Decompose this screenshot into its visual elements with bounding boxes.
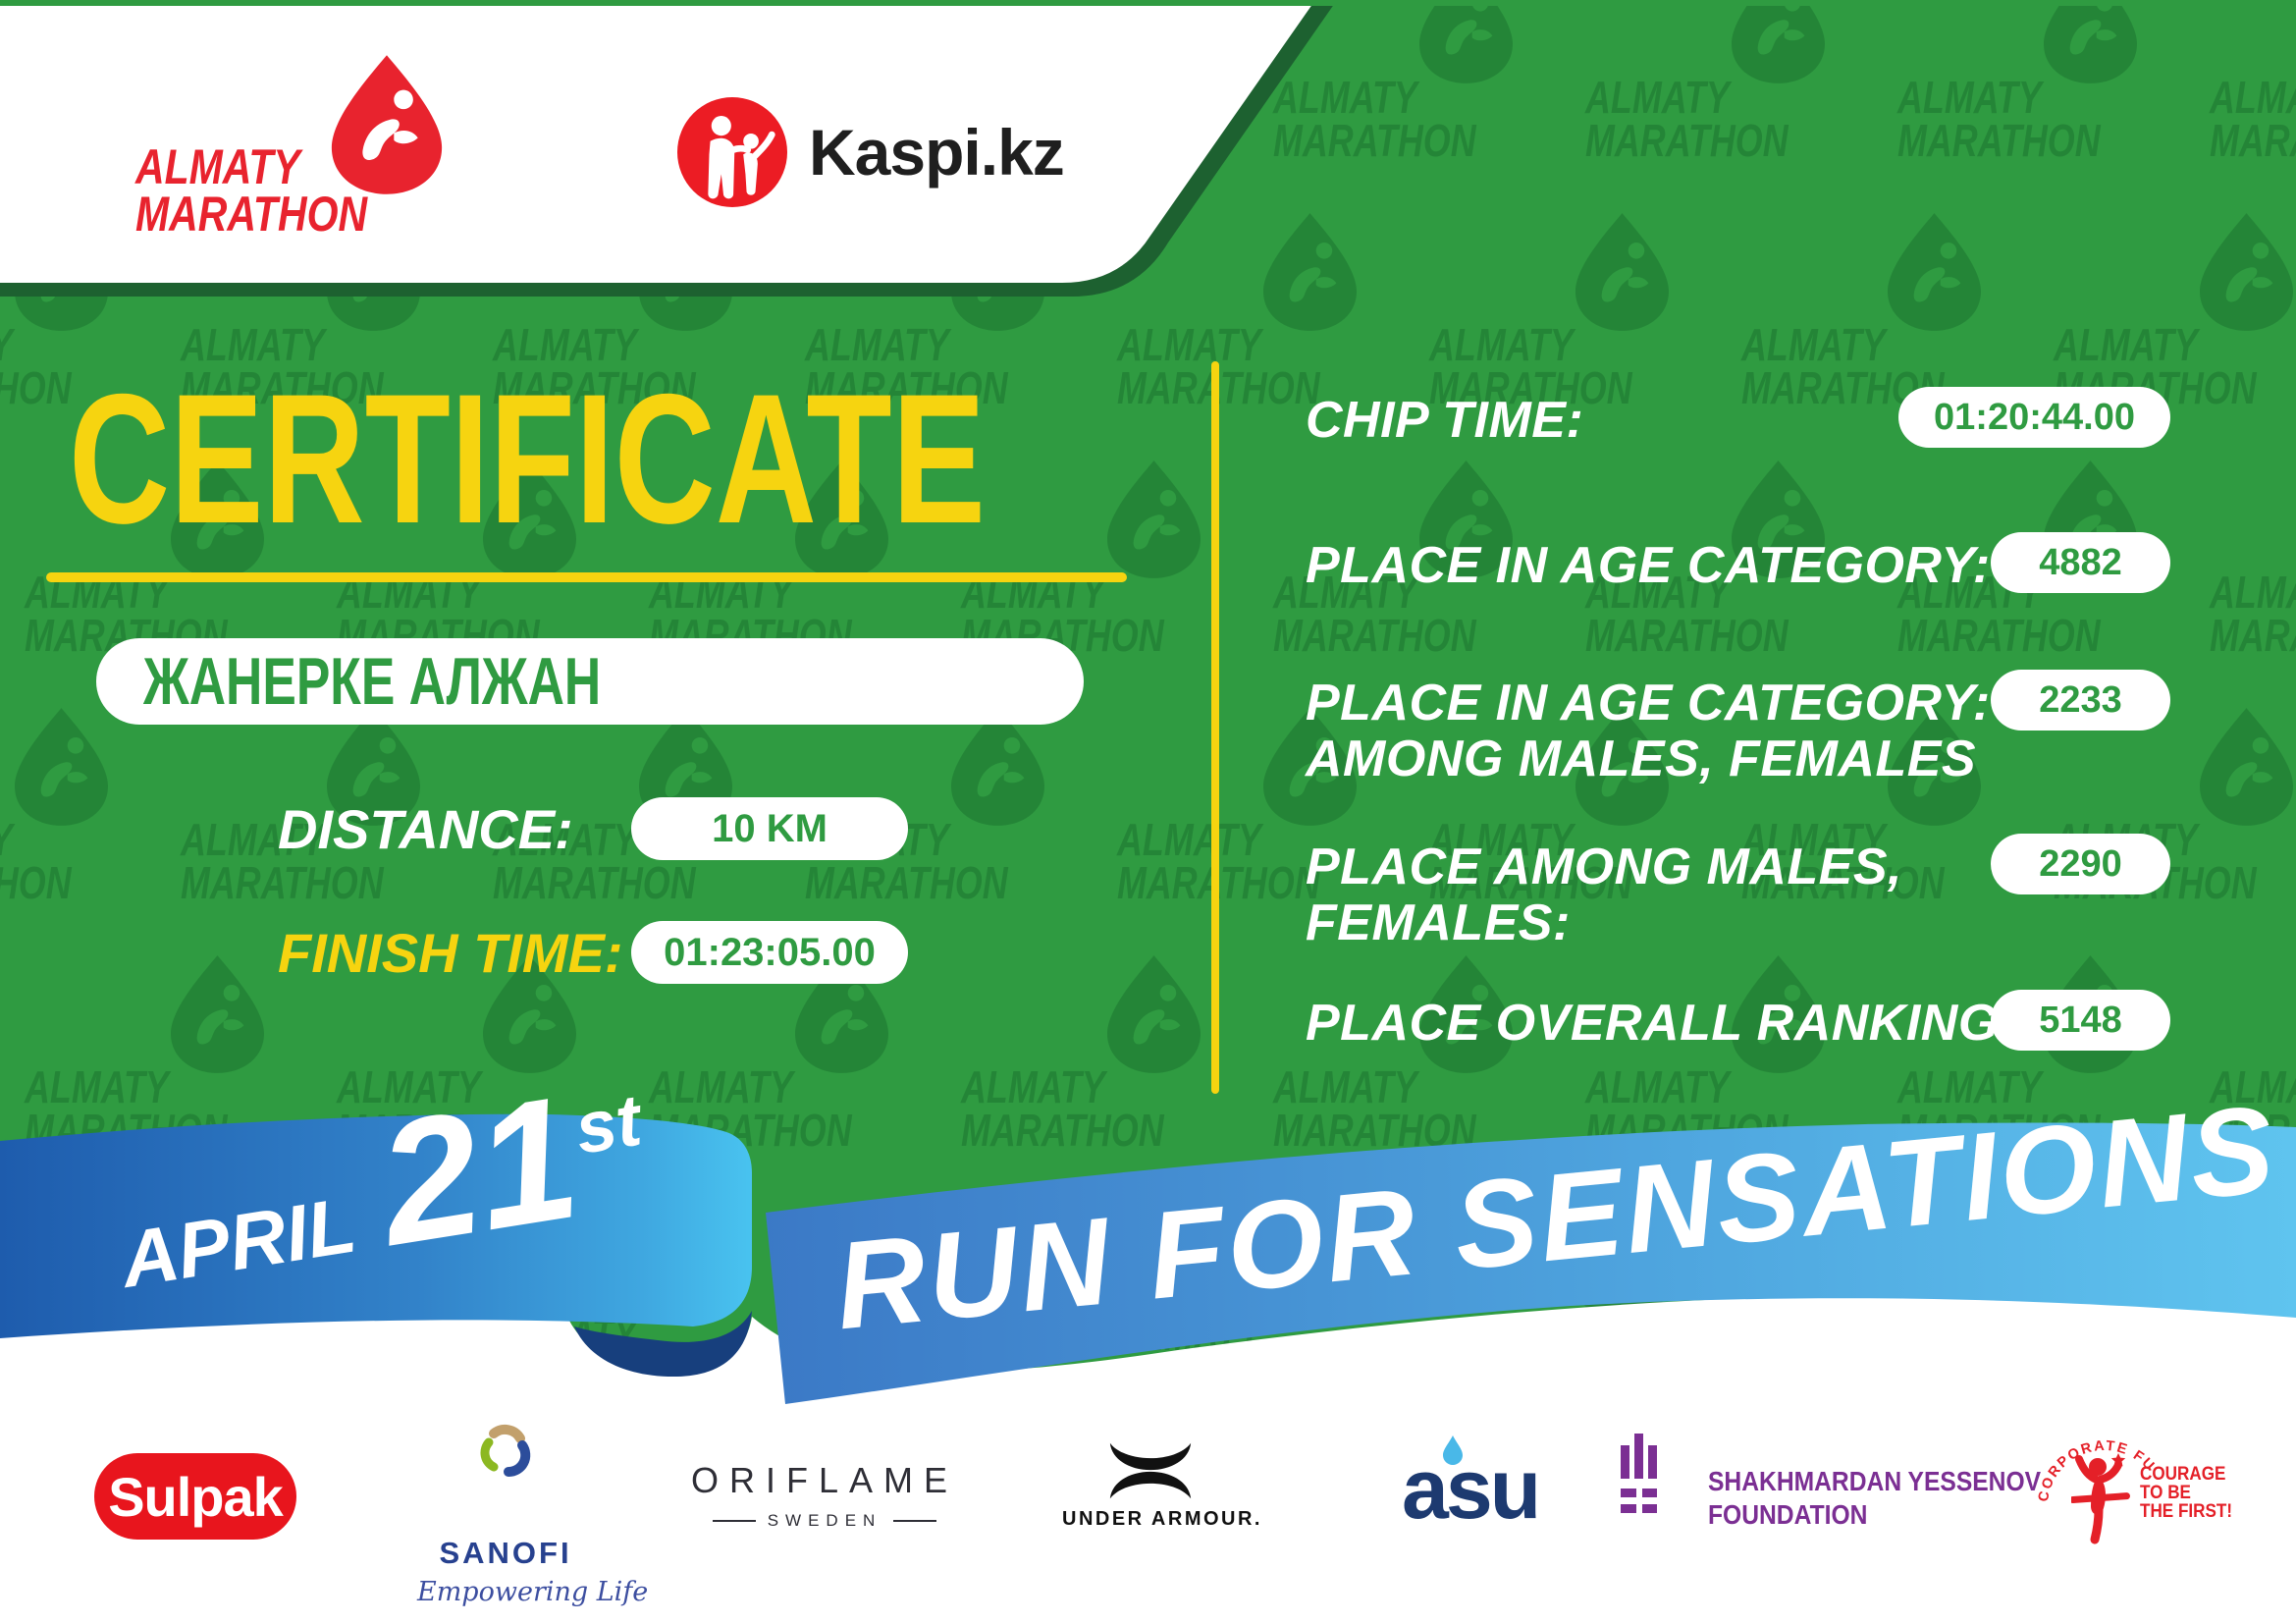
gender-place-pill: 2290 <box>1991 834 2170 894</box>
finish-time-value: 01:23:05.00 <box>664 930 876 974</box>
finish-time-label: FINISH TIME: <box>278 921 623 984</box>
age-category-gender-label: PLACE IN AGE CATEGORY: <box>1306 675 1991 731</box>
header-shape <box>0 0 1337 297</box>
oriflame-sub: SWEDEN <box>687 1511 962 1531</box>
finish-time-row: FINISH TIME: <box>278 921 623 984</box>
age-category-label: PLACE IN AGE CATEGORY: <box>1306 537 1991 594</box>
gender-place-value: 2290 <box>2039 842 2122 885</box>
yessenov-bars-icon <box>1621 1434 1657 1513</box>
age-category-pill: 4882 <box>1991 532 2170 593</box>
distance-value-pill: 10 KM <box>631 797 908 860</box>
yessenov-foundation-logo: SHAKHMARDAN YESSENOV FOUNDATION <box>1621 1434 2170 1530</box>
almaty-line: ALMATY <box>135 139 300 194</box>
courage-line2: TO BE <box>2140 1483 2191 1503</box>
date-day: 21 <box>366 1058 590 1282</box>
runner-name: ЖАНЕРКЕ АЛЖАН <box>143 644 602 719</box>
ribbon-left <box>0 1113 752 1338</box>
finish-time-value-pill: 01:23:05.00 <box>631 921 908 984</box>
asu-droplet-icon <box>1443 1435 1463 1465</box>
overall-ranking-label: PLACE OVERALL RANKING: <box>1306 995 2016 1052</box>
chip-time-pill: 01:20:44.00 <box>1898 387 2170 448</box>
sanofi-wordmark: SANOFI <box>439 1536 572 1570</box>
sanofi-logo: SANOFI Empowering Life <box>417 1422 649 1607</box>
courage-runner-icon <box>2071 1453 2130 1544</box>
overall-ranking-pill: 5148 <box>1991 990 2170 1051</box>
result-row-age-category-gender: PLACE IN AGE CATEGORY: AMONG MALES, FEMA… <box>1306 670 2170 787</box>
gender-place-label2: FEMALES: <box>1306 894 1571 951</box>
under-armour-icon <box>1109 1442 1192 1499</box>
overall-ranking-value: 5148 <box>2039 999 2122 1041</box>
page-title: CERTIFICATE <box>69 355 986 562</box>
kaspi-wordmark: Kaspi.kz <box>809 116 1065 189</box>
sulpak-wordmark: Sulpak <box>108 1465 284 1528</box>
courage-slogan: COURAGE TO BE THE FIRST! <box>2140 1465 2232 1521</box>
result-row-gender: PLACE AMONG MALES, FEMALES: 2290 <box>1306 834 2170 951</box>
almaty-marathon-drop-icon <box>331 55 443 194</box>
yessenov-line2: FOUNDATION <box>1708 1499 1868 1530</box>
courage-line1: COURAGE <box>2140 1464 2226 1485</box>
vertical-divider <box>1211 361 1219 1094</box>
age-category-gender-value: 2233 <box>2039 678 2122 721</box>
result-row-overall: PLACE OVERALL RANKING: 5148 <box>1306 990 2170 1052</box>
oriflame-logo: ORIFLAME SWEDEN <box>687 1460 962 1531</box>
title-underline <box>46 572 1127 582</box>
oriflame-wordmark: ORIFLAME <box>690 1460 959 1500</box>
age-category-gender-label2: AMONG MALES, FEMALES <box>1306 731 1977 787</box>
chip-time-value: 01:20:44.00 <box>1934 396 2135 438</box>
oriflame-rule-left <box>712 1520 756 1522</box>
asu-logo: asu <box>1402 1435 1541 1563</box>
kaspi-logo: Kaspi.kz <box>677 93 1065 211</box>
kaspi-icon <box>677 97 787 207</box>
courage-line3: THE FIRST! <box>2140 1501 2233 1522</box>
result-row-age-category: PLACE IN AGE CATEGORY: 4882 <box>1306 532 2170 594</box>
marathon-line: MARATHON <box>135 187 368 242</box>
distance-label: DISTANCE: <box>278 797 573 860</box>
yessenov-wordmark: SHAKHMARDAN YESSENOV FOUNDATION <box>1708 1465 2041 1532</box>
under-armour-logo: UNDER ARMOUR. <box>1062 1441 1262 1531</box>
almaty-marathon-logo: ALMATY MARATHON <box>88 29 501 255</box>
ribbon-right <box>766 1122 2296 1404</box>
date-suffix: st <box>569 1078 647 1169</box>
sulpak-logo: Sulpak <box>94 1453 296 1540</box>
top-edge-strip <box>0 0 2296 6</box>
distance-value: 10 KM <box>712 806 828 850</box>
result-row-chip-time: CHIP TIME: 01:20:44.00 <box>1306 387 2170 449</box>
distance-row: DISTANCE: <box>278 797 573 860</box>
runner-name-box: ЖАНЕРКЕ АЛЖАН <box>96 638 1084 725</box>
oriflame-sweden: SWEDEN <box>767 1511 882 1530</box>
sanofi-tagline: Empowering Life <box>417 1577 649 1607</box>
oriflame-rule-right <box>893 1520 937 1522</box>
gender-place-label: PLACE AMONG MALES, <box>1306 839 1902 895</box>
sanofi-swirl-icon <box>480 1425 531 1478</box>
courage-fund-logo: CORPORATE FUND COURAGE TO BE THE FIRST! <box>2034 1426 2279 1583</box>
ribbon-left-underside <box>574 1311 752 1378</box>
yessenov-line1: SHAKHMARDAN YESSENOV <box>1708 1466 2042 1496</box>
under-armour-wordmark: UNDER ARMOUR. <box>1062 1508 1262 1530</box>
chip-time-label: CHIP TIME: <box>1306 392 1584 449</box>
almaty-marathon-wordmark: ALMATY MARATHON <box>135 139 368 242</box>
asu-wordmark: asu <box>1402 1442 1541 1537</box>
age-category-gender-pill: 2233 <box>1991 670 2170 731</box>
age-category-value: 4882 <box>2039 541 2122 583</box>
